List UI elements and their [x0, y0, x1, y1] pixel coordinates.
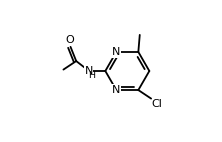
- Text: N: N: [112, 47, 121, 57]
- Text: N: N: [84, 66, 93, 76]
- Text: N: N: [112, 85, 121, 95]
- Text: Cl: Cl: [152, 99, 163, 109]
- Text: H: H: [89, 71, 96, 80]
- Text: O: O: [65, 35, 74, 45]
